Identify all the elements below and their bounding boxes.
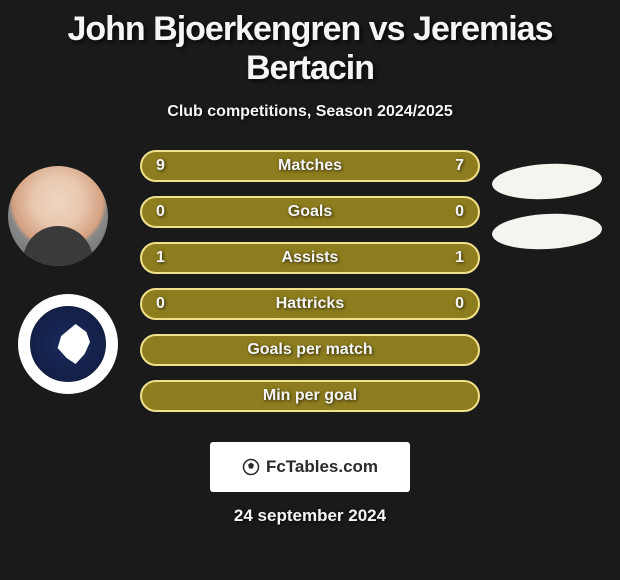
main-area: 9 Matches 7 0 Goals 0 1 Assists 1 0 Hatt… bbox=[0, 146, 620, 436]
stat-row-goals-per-match: Goals per match bbox=[140, 334, 480, 366]
date-text: 24 september 2024 bbox=[0, 506, 620, 526]
stat-left-value: 0 bbox=[156, 203, 165, 221]
page-subtitle: Club competitions, Season 2024/2025 bbox=[0, 103, 620, 121]
comparison-card: John Bjoerkengren vs Jeremias Bertacin C… bbox=[0, 0, 620, 580]
stat-left-value: 1 bbox=[156, 249, 165, 267]
stat-right-value: 7 bbox=[455, 157, 464, 175]
club-emblem-icon bbox=[27, 303, 109, 385]
player-photo-left bbox=[8, 166, 108, 266]
stat-label: Goals per match bbox=[247, 341, 372, 359]
stat-left-value: 9 bbox=[156, 157, 165, 175]
stat-row-goals: 0 Goals 0 bbox=[140, 196, 480, 228]
stat-label: Hattricks bbox=[276, 295, 344, 313]
stat-row-min-per-goal: Min per goal bbox=[140, 380, 480, 412]
stat-right-value: 1 bbox=[455, 249, 464, 267]
stat-label: Min per goal bbox=[263, 387, 357, 405]
stat-label: Matches bbox=[278, 157, 342, 175]
club-logo-left bbox=[18, 294, 118, 394]
club-logo-right-placeholder bbox=[491, 211, 603, 252]
stat-row-hattricks: 0 Hattricks 0 bbox=[140, 288, 480, 320]
brand-badge: FcTables.com bbox=[210, 442, 410, 492]
stat-right-value: 0 bbox=[455, 203, 464, 221]
stat-right-value: 0 bbox=[455, 295, 464, 313]
stat-row-assists: 1 Assists 1 bbox=[140, 242, 480, 274]
brand-text: FcTables.com bbox=[266, 457, 378, 477]
soccer-ball-icon bbox=[242, 458, 260, 476]
stat-label: Goals bbox=[288, 203, 332, 221]
page-title: John Bjoerkengren vs Jeremias Bertacin bbox=[0, 10, 620, 88]
stat-bars: 9 Matches 7 0 Goals 0 1 Assists 1 0 Hatt… bbox=[140, 146, 480, 412]
stat-left-value: 0 bbox=[156, 295, 165, 313]
player-photo-right-placeholder bbox=[491, 161, 603, 202]
stat-row-matches: 9 Matches 7 bbox=[140, 150, 480, 182]
stat-label: Assists bbox=[282, 249, 339, 267]
